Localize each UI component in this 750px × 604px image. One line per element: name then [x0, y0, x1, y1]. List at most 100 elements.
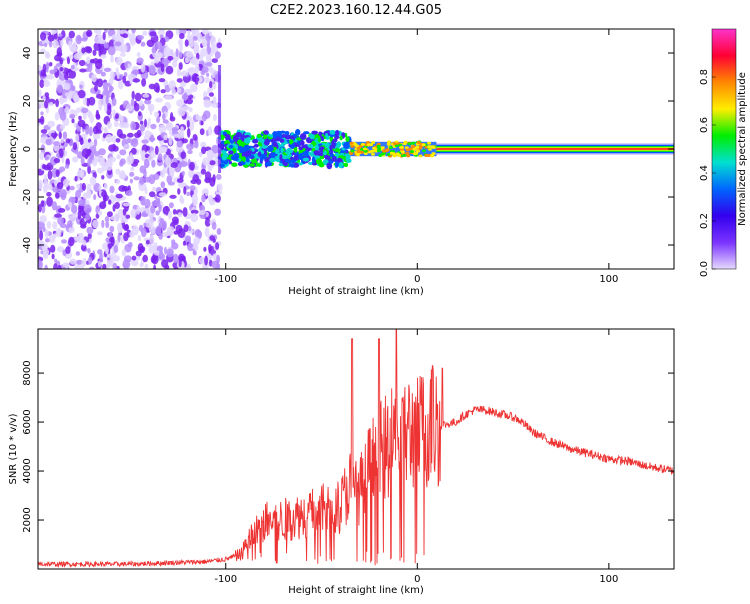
- heatmap-cell: [55, 192, 60, 199]
- heatmap-cell: [67, 220, 73, 230]
- heatmap-cell: [376, 142, 381, 146]
- heatmap-cell: [122, 202, 131, 207]
- heatmap-cell: [175, 224, 183, 234]
- heatmap-cell: [208, 31, 212, 37]
- heatmap-cell: [158, 78, 166, 83]
- heatmap-cell: [55, 98, 59, 108]
- heatmap-cell: [119, 52, 126, 57]
- heatmap-cell: [180, 151, 187, 159]
- heatmap-cell: [158, 232, 163, 240]
- heatmap-cell: [87, 165, 91, 175]
- heatmap-cell: [143, 222, 147, 227]
- heatmap-cell: [149, 234, 155, 245]
- heatmap-cell: [114, 41, 122, 47]
- heatmap-cell: [63, 82, 71, 91]
- heatmap-cell: [201, 38, 208, 47]
- heatmap-cell: [65, 264, 69, 269]
- heatmap-cell: [201, 146, 207, 155]
- heatmap-cell: [162, 113, 166, 121]
- heatmap-cell: [143, 158, 150, 169]
- heatmap-cell: [170, 162, 178, 168]
- x-tick-label: 0: [414, 574, 420, 585]
- heatmap-cell: [59, 67, 64, 72]
- heatmap-cell: [44, 229, 49, 238]
- heatmap-cell: [302, 157, 310, 162]
- heatmap-cell: [84, 46, 91, 53]
- heatmap-cell: [288, 149, 293, 154]
- heatmap-cell: [77, 119, 86, 128]
- heatmap-cell: [298, 149, 304, 154]
- heatmap-cell: [68, 227, 72, 234]
- heatmap-cell: [178, 62, 183, 70]
- heatmap-cell: [152, 173, 160, 180]
- y-tick-label: 2000: [22, 507, 33, 532]
- heatmap-cell: [192, 36, 198, 41]
- heatmap-cell: [43, 80, 51, 87]
- heatmap-cell: [183, 186, 187, 195]
- heatmap-cell: [153, 250, 161, 256]
- heatmap-cell: [115, 193, 123, 199]
- heatmap-cell: [69, 114, 76, 119]
- heatmap-cell: [139, 176, 145, 185]
- heatmap-cell: [400, 145, 404, 149]
- heatmap-cell: [81, 107, 89, 114]
- heatmap-cell: [386, 142, 391, 146]
- heatmap-cell: [182, 207, 188, 217]
- heatmap-cell: [363, 149, 368, 153]
- heatmap-cell: [87, 109, 91, 119]
- heatmap-cell: [56, 182, 64, 190]
- heatmap-cell: [47, 183, 53, 191]
- heatmap-cell: [81, 182, 86, 191]
- heatmap-cell: [157, 29, 165, 36]
- colorbar: 0.0 0.2 0.4 0.6 0.8 Normalized spectral ampl…: [699, 28, 748, 277]
- heatmap-cell: [188, 169, 194, 179]
- heatmap-cell: [116, 154, 121, 160]
- heatmap-cell: [307, 144, 314, 148]
- heatmap-cell: [171, 127, 178, 132]
- heatmap-cell: [55, 227, 62, 238]
- heatmap-cell: [251, 135, 255, 140]
- heatmap-cell: [95, 113, 101, 119]
- heatmap-cell: [189, 185, 196, 192]
- heatmap-cell: [60, 38, 64, 47]
- heatmap-cell: [115, 46, 123, 52]
- heatmap-cell: [129, 75, 133, 85]
- snr-frame: [37, 328, 675, 570]
- heatmap-cell: [107, 199, 112, 205]
- heatmap-cell: [53, 32, 58, 40]
- heatmap-cell: [52, 39, 59, 49]
- heatmap-cell: [263, 130, 269, 135]
- heatmap-cell: [39, 230, 44, 241]
- heatmap-cell: [140, 62, 146, 73]
- y-tick-label: 40: [22, 47, 33, 60]
- heatmap-cell: [89, 58, 95, 64]
- heatmap-cell: [129, 178, 133, 184]
- heatmap-cell: [78, 199, 86, 207]
- heatmap-cell: [56, 47, 62, 57]
- heatmap-cell: [186, 128, 191, 138]
- heatmap-cell: [112, 255, 120, 262]
- heatmap-cell: [216, 228, 222, 235]
- heatmap-cell: [295, 129, 301, 136]
- heatmap-cell: [366, 143, 371, 147]
- heatmap-cell: [210, 42, 215, 47]
- heatmap-cell: [117, 80, 124, 90]
- heatmap-cell: [389, 151, 394, 155]
- heatmap-cell: [207, 126, 213, 136]
- heatmap-cell: [411, 145, 416, 148]
- heatmap-cell: [138, 246, 146, 252]
- heatmap-cell: [64, 92, 69, 97]
- heatmap-cell: [208, 198, 216, 206]
- heatmap-cell: [388, 146, 393, 150]
- heatmap-cell: [118, 172, 127, 179]
- heatmap-cell: [96, 93, 104, 99]
- heatmap-cell: [209, 81, 213, 89]
- heatmap-cell: [424, 154, 429, 157]
- heatmap-cell: [132, 138, 138, 144]
- heatmap-cell: [93, 194, 97, 201]
- heatmap-cell: [431, 152, 436, 156]
- heatmap-cell: [155, 97, 163, 103]
- colorbar-label: Normalized spectral amplitude: [737, 72, 748, 226]
- heatmap-cell: [293, 154, 300, 161]
